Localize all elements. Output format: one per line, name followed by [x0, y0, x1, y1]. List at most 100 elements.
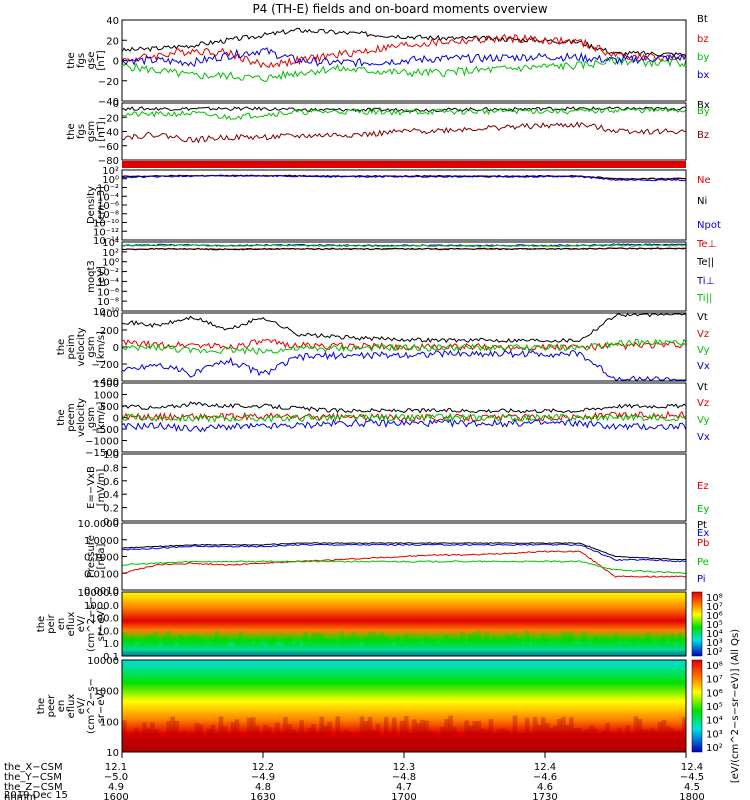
heatmap-streak: [222, 726, 228, 752]
x-axis-value: 1600: [103, 792, 128, 800]
colorbar-tick-label: 10⁶: [706, 611, 723, 622]
heatmap-streak: [589, 725, 594, 752]
heatmap-streak: [395, 636, 401, 656]
heatmap-streak: [162, 636, 167, 656]
heatmap-streak: [190, 634, 196, 656]
heatmap-streak: [222, 637, 228, 656]
heatmap-streak: [170, 638, 175, 656]
heatmap-streak: [174, 645, 179, 656]
x-axis-date: 2019 Dec 15: [4, 790, 68, 800]
heatmap-fill: [122, 660, 686, 752]
heatmap-streak: [597, 733, 602, 752]
y-tick-label: 0.1000: [84, 553, 119, 564]
x-axis-value: 4.9: [108, 782, 124, 793]
heatmap-streak: [359, 716, 365, 752]
heatmap-streak: [351, 736, 357, 752]
heatmap-streak: [319, 716, 324, 752]
heatmap-streak: [468, 725, 473, 752]
x-axis-value: −4.8: [392, 772, 416, 783]
heatmap-streak: [557, 718, 562, 752]
series-line-bx: [121, 106, 687, 113]
series-line-bx: [121, 47, 687, 68]
legend-item: Pe: [697, 557, 709, 568]
heatmap-streak: [267, 727, 272, 752]
series-line-by: [121, 55, 687, 83]
heatmap-streak: [617, 727, 623, 752]
heatmap-streak: [444, 634, 449, 656]
x-axis-value: 12.2: [252, 762, 274, 773]
legend-item: Ey: [697, 504, 709, 515]
heatmap-streak: [416, 639, 421, 656]
colorbar-tick-label: 10²: [706, 647, 723, 658]
heatmap-streak: [391, 645, 397, 656]
heatmap-streak: [528, 646, 534, 656]
y-tick-label: 10²: [102, 166, 119, 177]
y-tick-label: 10²: [102, 248, 119, 259]
heatmap-streak: [649, 728, 655, 752]
heatmap-streak: [335, 642, 341, 656]
y-tick-label: −200: [92, 360, 119, 371]
heatmap-streak: [625, 643, 631, 656]
heatmap-streak: [452, 726, 457, 752]
legend-item: Bz: [697, 130, 709, 141]
heatmap-streak: [198, 724, 204, 752]
heatmap-streak: [130, 637, 135, 656]
y-tick-label: 10⁻⁶: [97, 201, 119, 212]
y-axis-label: [nT]: [96, 121, 107, 141]
legend-item: Vx: [697, 361, 710, 372]
y-axis-label: E=−VxB: [86, 466, 97, 509]
series-line-vy: [121, 412, 687, 423]
y-tick-label: 1.0: [103, 450, 119, 461]
heatmap-streak: [166, 720, 171, 752]
series-line-ti⊥: [121, 243, 687, 247]
heatmap-streak: [186, 637, 191, 656]
heatmap-streak: [613, 733, 619, 752]
y-tick-label: 1500: [94, 379, 119, 390]
legend-item: Ez: [697, 481, 709, 492]
heatmap-streak: [399, 643, 405, 656]
heatmap-streak: [319, 633, 324, 656]
heatmap-streak: [275, 646, 280, 656]
y-tick-label: 10.0: [97, 626, 119, 637]
heatmap-streak: [420, 719, 425, 752]
heatmap-streak: [347, 731, 353, 752]
y-tick-label: 1.0: [103, 639, 119, 650]
x-axis-value: 1700: [391, 792, 416, 800]
heatmap-streak: [617, 645, 623, 656]
heatmap-streak: [379, 737, 385, 752]
heatmap-streak: [303, 733, 308, 752]
heatmap-streak: [412, 638, 417, 656]
y-axis-label: peer: [46, 694, 57, 718]
heatmap-streak: [492, 637, 498, 656]
heatmap-streak: [540, 717, 546, 752]
y-axis-label: [km/s]: [96, 401, 107, 433]
heatmap-streak: [577, 728, 582, 752]
y-tick-label: 20: [106, 36, 119, 47]
y-tick-label: 0.0100: [84, 569, 119, 580]
x-axis-value: 4.5: [684, 782, 700, 793]
heatmap-streak: [126, 736, 131, 752]
heatmap-streak: [122, 720, 127, 752]
heatmap-streak: [484, 729, 490, 752]
heatmap-streak: [565, 631, 570, 656]
heatmap-streak: [540, 633, 546, 656]
heatmap-streak: [536, 641, 542, 656]
heatmap-streak: [641, 729, 647, 752]
series-line-by: [121, 106, 687, 120]
heatmap-streak: [573, 643, 578, 656]
heatmap-streak: [577, 645, 582, 656]
panel-frame: [121, 382, 687, 453]
y-tick-label: 10⁻⁴: [97, 192, 119, 203]
panel-frame: [121, 591, 687, 657]
heatmap-streak: [315, 734, 320, 752]
x-axis-value: 4.7: [396, 782, 412, 793]
heatmap-streak: [287, 724, 292, 752]
series-line-pi: [121, 543, 687, 563]
y-axis-label: the: [36, 616, 47, 632]
y-axis-label: eV/: [76, 697, 87, 714]
series-line-npot: [121, 174, 687, 182]
heatmap-streak: [649, 642, 655, 656]
colorbar-tick-label: 10⁵: [706, 620, 723, 631]
heatmap-streak: [424, 720, 429, 752]
